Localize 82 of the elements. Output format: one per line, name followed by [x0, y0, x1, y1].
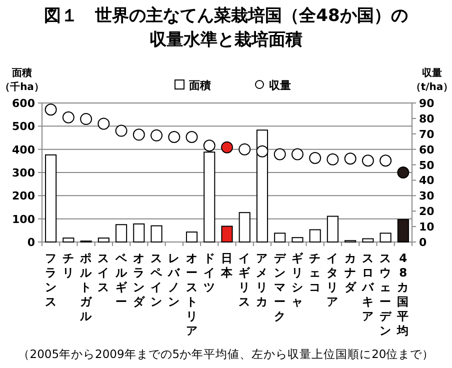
text: （2005年から2009年までの5か年平均値、左から収量上位国順に20位まで）	[18, 347, 434, 361]
x-tick-label: ドイツ	[203, 251, 216, 294]
x-tick-label: ギリシャ	[291, 251, 304, 308]
bar	[292, 237, 304, 242]
y2-tick-label: 0	[419, 236, 427, 249]
point	[362, 154, 374, 167]
y-tick-label: 300	[12, 166, 36, 180]
bar	[274, 232, 286, 242]
x-tick-label: レバノン	[167, 251, 182, 308]
point	[274, 148, 286, 160]
bar	[45, 154, 57, 242]
y2-tick-label: 60	[419, 143, 435, 156]
point	[203, 140, 216, 152]
y2-tick-label: 50	[419, 158, 435, 172]
y-tick-label: 100	[12, 212, 36, 226]
point	[291, 148, 304, 160]
bar	[326, 216, 338, 242]
chart-title: 図１ 世界の主なてん菜栽培国（全48か国）の収量水準と栽培面積	[43, 5, 409, 52]
point	[309, 152, 322, 164]
point	[132, 128, 145, 141]
bar	[98, 238, 110, 242]
x-tick-label: 日本	[220, 251, 234, 280]
bar	[133, 223, 145, 242]
point	[256, 145, 268, 158]
bar	[397, 219, 409, 242]
point	[44, 104, 57, 116]
x-tick-label: チリ	[62, 251, 74, 280]
bar	[309, 229, 321, 242]
point	[98, 118, 110, 130]
y-tick-label: 500	[12, 120, 36, 134]
point	[115, 124, 128, 137]
x-tick-label: デンマーク	[274, 251, 287, 323]
x-tick-label: カナダ	[344, 251, 358, 294]
x-tick-label: オランダ	[132, 251, 146, 308]
y-tick-label: 0	[27, 236, 36, 249]
y-axis-title: 面積（千ha）	[0, 67, 44, 93]
x-tick-label: イギリス	[238, 251, 252, 308]
x-tick-label: スウェーデン	[380, 251, 393, 338]
x-tick-label: 48カ国平均	[396, 251, 410, 338]
x-tick-label: オーストリア	[186, 251, 198, 338]
point	[62, 111, 74, 124]
x-tick-label: イタリア	[326, 251, 339, 308]
bar	[62, 238, 74, 242]
point	[150, 129, 163, 142]
y2-tick-label: 70	[419, 128, 435, 141]
bar	[186, 232, 198, 242]
point	[168, 130, 180, 143]
x-tick-label: ポルトガル	[79, 251, 94, 323]
bar	[238, 212, 250, 242]
point	[326, 153, 339, 166]
y2-axis-title: 収量（t/ha）	[410, 67, 452, 93]
legend-label: 面積	[188, 79, 211, 92]
y2-tick-label: 90	[419, 97, 435, 110]
x-tick-label: チェコ	[309, 251, 322, 294]
point	[80, 113, 92, 126]
bar	[116, 224, 128, 242]
y-tick-label: 200	[12, 190, 36, 203]
point	[186, 130, 198, 143]
x-tick-label: スロバキア	[360, 251, 375, 323]
point	[221, 141, 233, 154]
x-tick-label: スイス	[98, 251, 110, 294]
bar	[221, 226, 233, 242]
bar	[362, 238, 374, 242]
y2-tick-label: 40	[419, 174, 435, 188]
legend-label: 収量	[269, 79, 291, 92]
point	[380, 154, 392, 167]
y-tick-label: 600	[12, 97, 36, 110]
bar	[380, 232, 392, 242]
y2-tick-label: 20	[419, 205, 435, 218]
bar	[256, 130, 268, 242]
y2-tick-label: 10	[419, 220, 435, 234]
y-tick-label: 400	[12, 143, 36, 156]
x-tick-label: アメリカ	[256, 251, 268, 308]
x-tick-label: フランス	[44, 251, 57, 308]
x-tick-label: ベルギー	[114, 251, 128, 308]
bar	[150, 225, 162, 242]
x-tick-label: スペイン	[150, 251, 164, 308]
point	[344, 152, 356, 165]
y2-tick-label: 80	[419, 112, 435, 126]
point	[238, 143, 251, 156]
point	[397, 166, 410, 178]
y2-tick-label: 30	[419, 190, 435, 203]
